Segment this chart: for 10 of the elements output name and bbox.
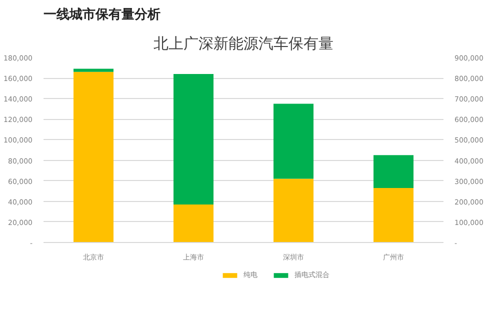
bar bbox=[174, 74, 214, 204]
bar bbox=[174, 204, 214, 242]
bar bbox=[74, 68, 114, 72]
bar bbox=[74, 72, 114, 242]
chart-title: 北上广深新能源汽车保有量 bbox=[154, 34, 334, 52]
bar bbox=[374, 188, 414, 242]
bar bbox=[274, 178, 314, 242]
text: 一线城市保有量分析 bbox=[44, 6, 160, 22]
bar bbox=[374, 155, 414, 188]
bar bbox=[274, 104, 314, 179]
